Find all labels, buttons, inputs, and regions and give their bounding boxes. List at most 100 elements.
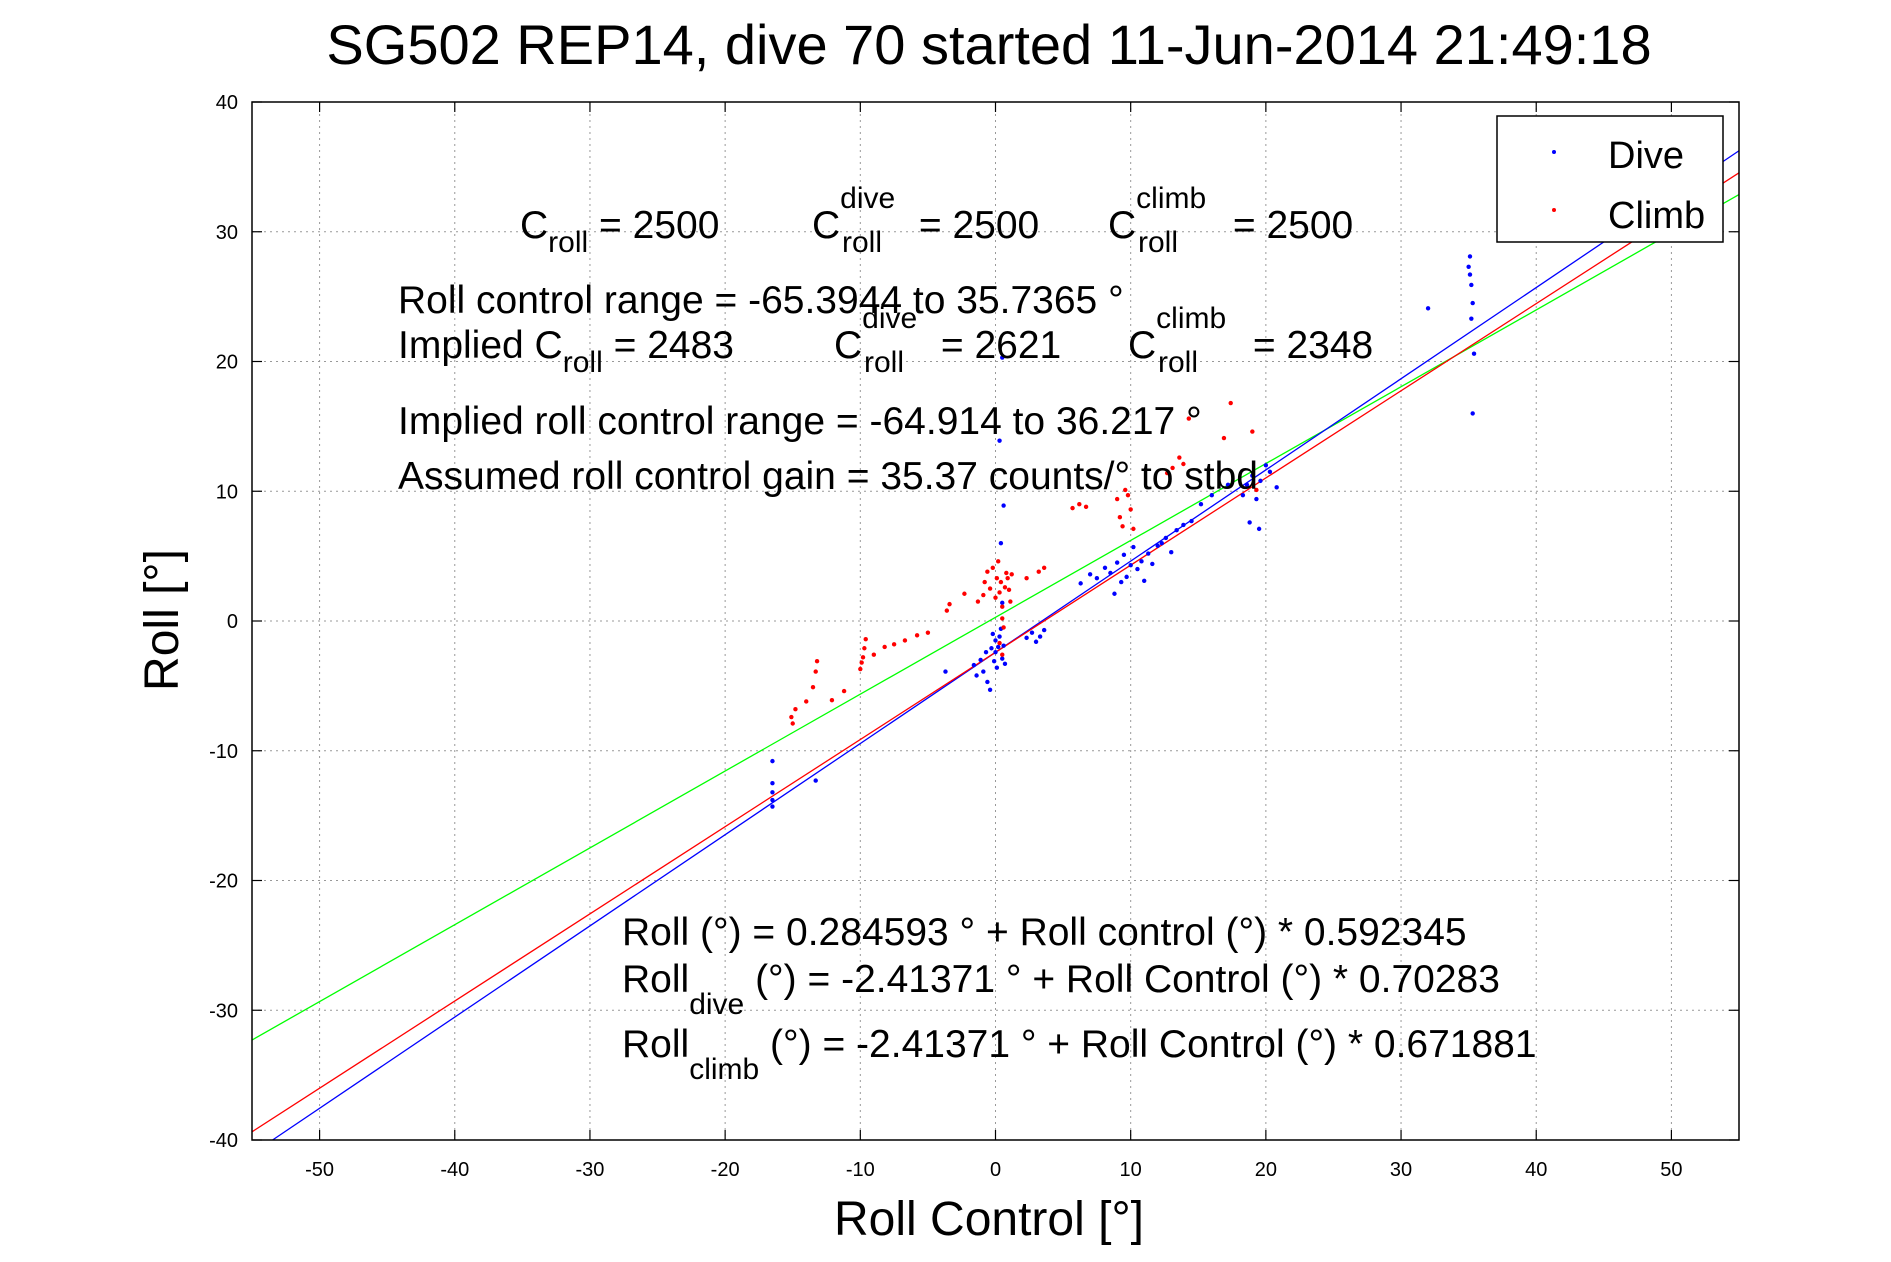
climb-point <box>1125 492 1131 498</box>
dive-point <box>770 758 775 764</box>
climb-point <box>793 707 798 712</box>
dive-point <box>1470 300 1475 306</box>
annotation-implied-roll-control-range: Implied roll control range = -64.914 to … <box>398 400 1202 443</box>
y-tick-label: 10 <box>216 481 238 503</box>
climb-point <box>810 684 816 690</box>
legend: Dive Climb <box>1496 115 1724 243</box>
climb-point <box>790 721 795 726</box>
x-tick-label: 40 <box>1525 1159 1547 1181</box>
dive-point <box>1181 522 1186 528</box>
climb-point <box>994 575 1000 581</box>
grid <box>252 101 1739 1141</box>
climb-point <box>985 569 990 574</box>
dive-point <box>1094 575 1100 581</box>
climb-point <box>1250 429 1255 434</box>
dive-point <box>1467 254 1473 259</box>
climb-point <box>947 601 952 607</box>
dive-point <box>1001 643 1006 648</box>
dive-point <box>1467 272 1473 277</box>
legend-box <box>1496 115 1724 243</box>
annotation-c-roll-dive: Cdive roll = 2500 <box>812 182 1039 259</box>
climb-point <box>1128 507 1133 512</box>
climb-point <box>975 599 981 604</box>
climb-point <box>982 579 987 585</box>
dive-point <box>1150 561 1155 567</box>
dive-point <box>1263 463 1269 468</box>
dive-point <box>1247 520 1252 525</box>
climb-point <box>1164 470 1170 476</box>
climb-point <box>1117 515 1123 520</box>
y-tick-label: -40 <box>209 1130 238 1152</box>
dive-point <box>989 646 994 651</box>
climb-point <box>1005 575 1010 581</box>
legend-label-dive: Dive <box>1608 135 1684 177</box>
climb-point <box>859 660 864 665</box>
climb-point <box>841 688 847 694</box>
dive-point <box>1102 565 1108 571</box>
dive-point <box>987 687 993 692</box>
climb-point <box>1024 575 1029 581</box>
dive-point <box>1087 572 1093 577</box>
dive-point <box>1267 469 1273 474</box>
climb-point <box>814 659 820 664</box>
annotation-c-roll-climb: Cclimb roll = 2500 <box>1108 182 1353 259</box>
climb-point <box>1000 604 1005 609</box>
dive-point <box>1131 544 1136 550</box>
climb-point <box>998 579 1004 585</box>
climb-point <box>1000 652 1005 657</box>
climb-point <box>987 586 993 591</box>
climb-point <box>944 608 950 613</box>
dive-point <box>1469 282 1474 288</box>
legend-marker-climb <box>1552 208 1556 212</box>
dive-point <box>1029 630 1035 635</box>
climb-point <box>829 697 835 703</box>
climb-point <box>862 646 867 651</box>
climb-point <box>1009 572 1014 577</box>
climb-point <box>1077 502 1082 507</box>
climb-point <box>1001 625 1006 630</box>
climb-point <box>1008 599 1013 604</box>
dive-point <box>994 665 1000 670</box>
dive-point <box>1000 600 1005 606</box>
dive-point <box>997 438 1002 443</box>
dive-point <box>1198 502 1204 507</box>
dive-point <box>985 679 990 685</box>
dive-point <box>1225 482 1231 487</box>
dive-point <box>996 644 1001 650</box>
dive-point <box>1128 563 1133 568</box>
dive-point <box>1244 482 1250 487</box>
x-axis-label: Roll Control [°] <box>834 1193 1144 1246</box>
climb-point <box>1170 465 1175 471</box>
x-tick-label: 50 <box>1660 1159 1682 1181</box>
dive-point <box>1146 551 1151 556</box>
dive-point <box>993 638 998 643</box>
annotation-c-roll: Croll = 2500 <box>520 204 719 259</box>
climb-point <box>1000 616 1005 621</box>
dive-point <box>1240 492 1246 498</box>
y-tick-label: -20 <box>209 871 238 893</box>
dive-point <box>770 790 775 795</box>
chart-title: SG502 REP14, dive 70 started 11-Jun-2014… <box>326 13 1651 76</box>
dive-point <box>983 649 989 655</box>
climb-point <box>1004 570 1009 576</box>
climb-point <box>804 699 809 704</box>
climb-point <box>996 559 1001 564</box>
climb-point <box>914 633 920 638</box>
legend-label-climb: Climb <box>1608 195 1705 237</box>
dive-point <box>1078 581 1083 586</box>
climb-point <box>871 652 877 657</box>
x-tick-label: 10 <box>1120 1159 1142 1181</box>
climb-point <box>1036 569 1041 574</box>
y-tick-label: 40 <box>216 92 238 114</box>
climb-point <box>1131 526 1136 532</box>
dive-point <box>1114 560 1120 565</box>
dive-point <box>770 804 775 809</box>
dive-point <box>1169 550 1174 555</box>
dive-point <box>1258 478 1263 484</box>
dive-point <box>1189 518 1194 524</box>
climb-point <box>860 655 866 660</box>
y-tick-label: 20 <box>216 352 238 374</box>
tick-marks <box>252 101 1739 1141</box>
x-tick-labels: -50 -40 -30 -20 -10 0 10 20 30 40 50 <box>305 1159 1682 1181</box>
